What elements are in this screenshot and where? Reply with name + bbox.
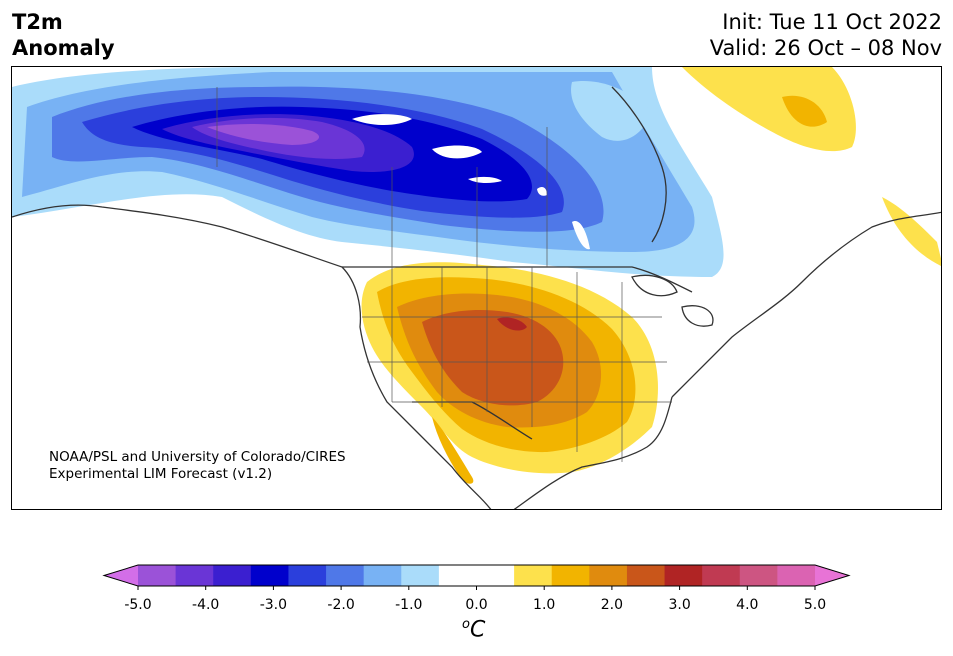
valid-period: Valid: 26 Oct – 08 Nov xyxy=(709,36,942,60)
colorbar-cell xyxy=(664,565,703,586)
colorbar-tick-label: 4.0 xyxy=(736,597,759,613)
colorbar-cell xyxy=(138,565,177,586)
colorbar-arrow-low xyxy=(104,565,138,586)
baja-warm xyxy=(432,417,474,484)
cold-anomaly-shading xyxy=(12,67,724,277)
credit-text: NOAA/PSL and University of Colorado/CIRE… xyxy=(49,449,346,483)
units-label: oC xyxy=(462,617,485,642)
hudson-bay xyxy=(611,86,667,243)
colorbar-cell xyxy=(626,565,666,586)
colorbar-tick-label: -5.0 xyxy=(124,597,152,613)
warm-anomaly-shading xyxy=(361,67,941,484)
west-coast xyxy=(12,204,492,509)
colorbar-tick-label: 2.0 xyxy=(600,597,624,613)
colorbar xyxy=(102,564,851,590)
colorbar-tick-label: 1.0 xyxy=(533,597,556,613)
colorbar-cell xyxy=(175,565,214,586)
colorbar-tick-label: -3.0 xyxy=(259,597,288,613)
init-date: Init: Tue 11 Oct 2022 xyxy=(722,10,942,34)
greenland-warm xyxy=(682,67,856,152)
colorbar-tick-label: -4.0 xyxy=(192,597,220,613)
us-canada-border xyxy=(342,266,693,293)
colorbar-cell xyxy=(288,565,327,586)
colorbar-cell xyxy=(777,565,816,586)
units-letter: C xyxy=(469,617,486,643)
colorbar-tick-label: 5.0 xyxy=(803,597,827,613)
colorbar-tick-label: 0.0 xyxy=(465,597,488,613)
state-lines xyxy=(216,87,672,462)
title-line-1: T2m xyxy=(12,10,63,34)
colorbar-tick-label: 3.0 xyxy=(668,597,691,613)
colorbar-cell xyxy=(514,565,553,586)
colorbar-cell xyxy=(702,565,741,586)
colorbar-cell xyxy=(739,565,778,586)
colorbar-cell xyxy=(551,565,590,586)
colorbar-cell xyxy=(401,565,440,586)
chart-title: T2m Anomaly xyxy=(12,9,115,61)
colorbar-cell xyxy=(363,565,402,586)
credit-line-1: NOAA/PSL and University of Colorado/CIRE… xyxy=(49,449,346,465)
forecast-dates: Init: Tue 11 Oct 2022 Valid: 26 Oct – 08… xyxy=(710,9,942,61)
great-lakes-outline xyxy=(631,274,714,327)
greenland-warm-2 xyxy=(782,95,827,127)
cold-contour-7 xyxy=(207,123,320,145)
credit-line-2: Experimental LIM Forecast (v1.2) xyxy=(49,466,273,482)
colorbar-cell xyxy=(213,565,252,586)
anomaly-map xyxy=(11,66,942,510)
colorbar-cell xyxy=(438,565,477,586)
colorbar-cell xyxy=(250,565,289,586)
coastlines-borders xyxy=(12,86,941,509)
east-canada-light-blue xyxy=(571,81,652,141)
warm-contour-4 xyxy=(422,310,564,406)
units-degree: o xyxy=(462,617,470,632)
newfoundland-warm xyxy=(882,197,941,266)
colorbar-cell xyxy=(326,565,365,586)
colorbar-arrow-high xyxy=(815,565,849,586)
gulf-coast xyxy=(513,396,673,509)
warm-contour-5 xyxy=(497,317,527,331)
title-line-2: Anomaly xyxy=(12,36,115,60)
colorbar-tick-label: -2.0 xyxy=(327,597,355,613)
colorbar-tick-label: -1.0 xyxy=(395,597,423,613)
map-svg xyxy=(12,67,941,509)
colorbar-cell xyxy=(589,565,628,586)
colorbar-cell xyxy=(476,565,515,586)
east-coast xyxy=(671,211,941,398)
